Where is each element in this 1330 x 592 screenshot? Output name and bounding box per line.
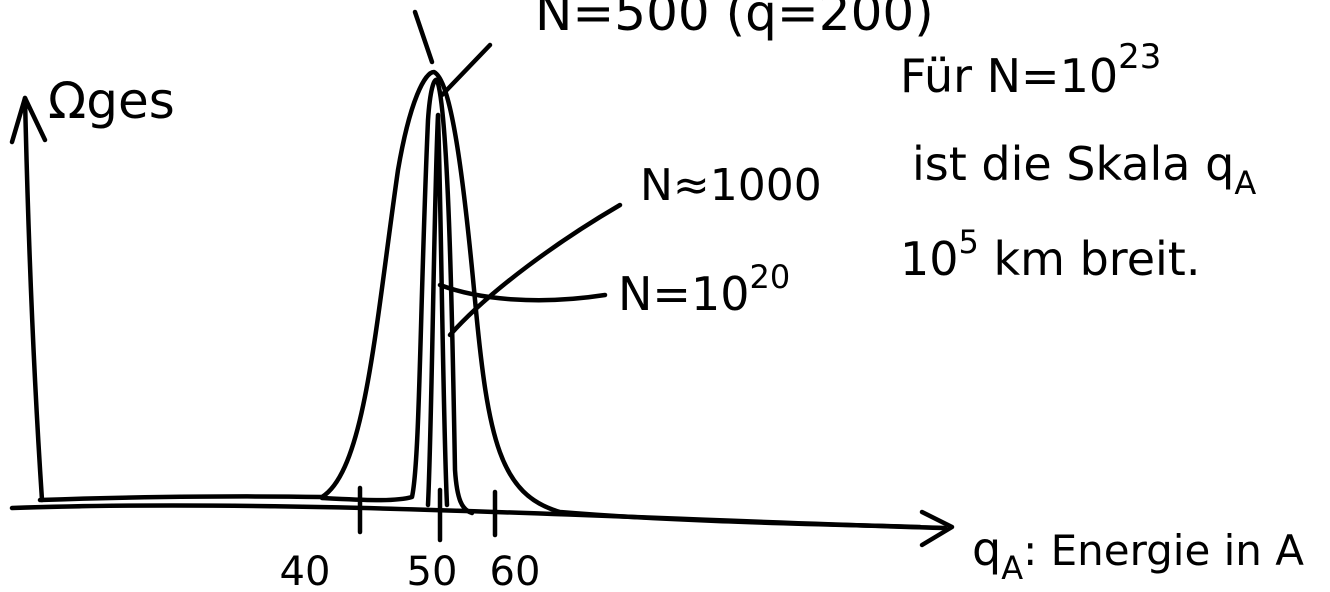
label-exp: 20	[750, 258, 791, 296]
note-rest: km breit.	[979, 232, 1201, 286]
x-tick-label: 40	[280, 549, 331, 592]
label-symbol: q	[972, 522, 1001, 576]
note-base: Für N=10	[900, 49, 1118, 103]
y-axis-label: Ωges	[48, 72, 175, 130]
label-base: N=10	[618, 267, 750, 321]
note-exp: 5	[959, 223, 979, 261]
label-rest: : Energie in A	[1023, 526, 1304, 575]
curve-label: N≈1000	[640, 160, 822, 211]
note-text: ist die Skala q	[912, 137, 1234, 191]
label-sub: A	[1001, 549, 1023, 587]
note-line: 105 km breit.	[900, 223, 1200, 286]
sketch: Ωges N=500 (q=200) N≈1000 N=1020 40 40 5…	[0, 0, 1330, 592]
x-tick-label: 50	[407, 549, 458, 592]
page: Ωges N=500 (q=200) N≈1000 N=1020 40 40 5…	[0, 0, 1330, 592]
curve-label: N=500 (q=200)	[535, 0, 934, 42]
note-sub: A	[1234, 164, 1256, 202]
x-tick-label: 60	[490, 549, 541, 592]
note-exp: 23	[1118, 37, 1161, 77]
note-base: 10	[900, 232, 959, 286]
